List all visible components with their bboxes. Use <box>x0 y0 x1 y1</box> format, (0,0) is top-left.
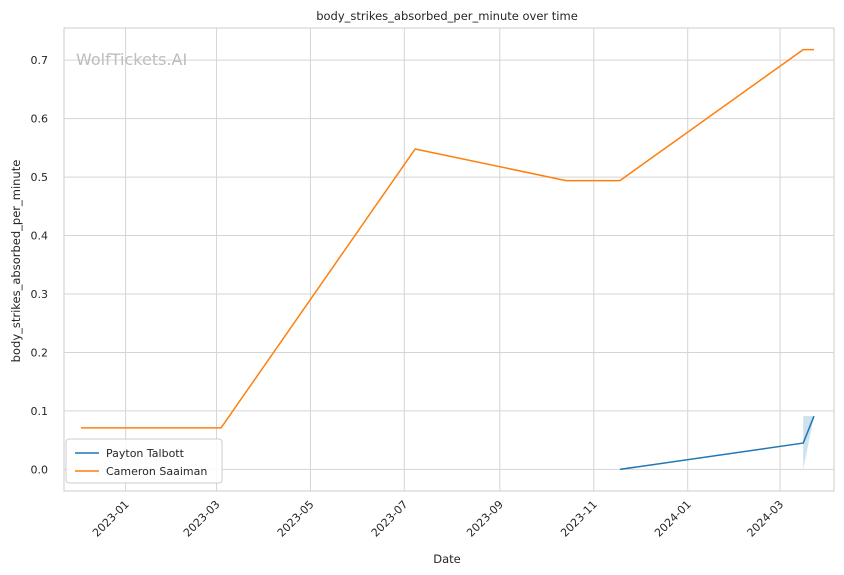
y-axis: 0.0 0.1 0.2 0.3 0.4 0.5 0.6 0.7 <box>31 54 49 476</box>
y-axis-title: body_strikes_absorbed_per_minute <box>9 160 23 363</box>
y-tick-label: 0.2 <box>31 346 49 359</box>
x-axis-title: Date <box>433 552 461 566</box>
grid-lines <box>64 28 834 491</box>
x-tick-label: 2023-05 <box>275 498 317 540</box>
legend: Payton Talbott Cameron Saaiman <box>65 438 223 484</box>
x-tick-label: 2023-07 <box>369 498 411 540</box>
y-tick-label: 0.3 <box>31 288 49 301</box>
y-tick-label: 0.6 <box>31 113 49 126</box>
x-tick-label: 2023-01 <box>90 498 132 540</box>
y-tick-label: 0.4 <box>31 230 49 243</box>
plot-area <box>63 27 835 492</box>
x-tick-label: 2023-03 <box>181 498 223 540</box>
y-tick-label: 0.7 <box>31 54 49 67</box>
chart-title: body_strikes_absorbed_per_minute over ti… <box>316 9 578 23</box>
y-tick-label: 0.0 <box>31 463 49 476</box>
x-tick-label: 2023-09 <box>464 498 506 540</box>
x-axis: 2023-01 2023-03 2023-05 2023-07 2023-09 2023-… <box>90 498 786 540</box>
x-tick-label: 2024-03 <box>745 498 787 540</box>
x-tick-label: 2023-11 <box>558 498 600 540</box>
legend-label-series-0: Payton Talbott <box>106 447 185 460</box>
y-tick-label: 0.1 <box>31 405 49 418</box>
legend-frame <box>65 438 223 484</box>
series-layer <box>80 48 815 471</box>
x-tick-label: 2024-01 <box>652 498 694 540</box>
y-tick-label: 0.5 <box>31 171 49 184</box>
legend-label-series-1: Cameron Saaiman <box>106 465 207 478</box>
series-0-confidence-band <box>803 416 814 470</box>
watermark: WolfTickets.AI <box>76 50 187 69</box>
